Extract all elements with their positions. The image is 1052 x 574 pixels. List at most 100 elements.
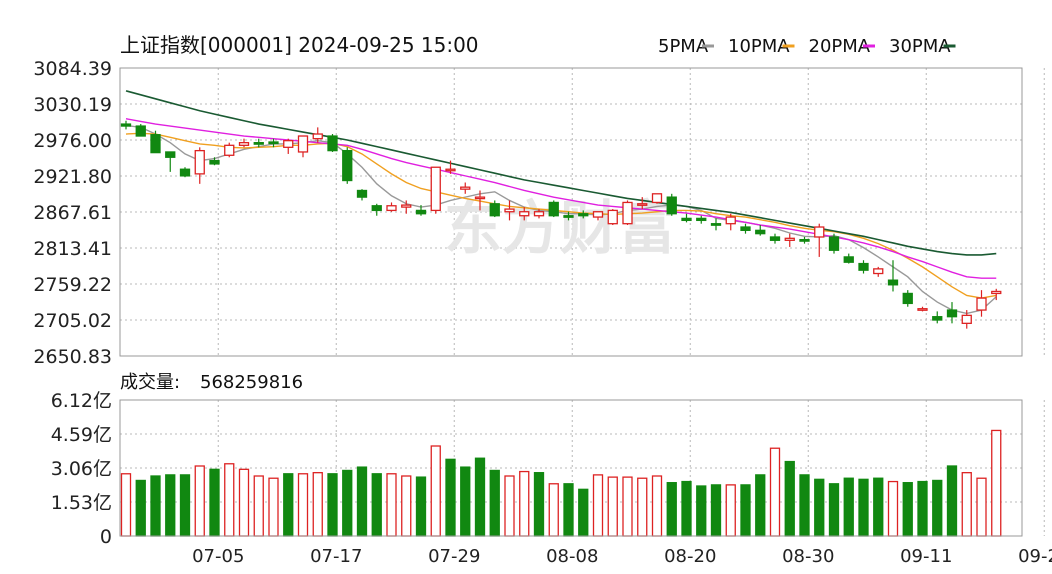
volume-bar <box>666 482 677 537</box>
volume-bar <box>607 476 618 537</box>
volume-bar <box>135 479 146 537</box>
candle-body <box>725 216 736 225</box>
candle-body <box>120 123 132 127</box>
date-axis: 07-05 07-17 07-29 08-08 08-20 08-30 09-11 09-25 <box>192 546 1052 567</box>
candle-body <box>651 193 663 204</box>
candle-body <box>504 208 515 213</box>
candle-body <box>238 142 250 146</box>
price-tick-label: 3084.39 <box>33 58 112 80</box>
candle-body <box>902 292 913 305</box>
volume-bar <box>533 472 545 537</box>
candle-body <box>415 209 427 215</box>
legend-label-2: 20PMA <box>809 36 871 57</box>
volume-tick-label: 1.53亿 <box>51 492 112 514</box>
candle-body <box>769 236 781 241</box>
candle-body <box>445 168 456 172</box>
date-tick-label: 07-29 <box>428 546 480 567</box>
price-tick-label: 2759.22 <box>33 274 112 296</box>
volume-bar <box>194 465 205 537</box>
candle-body <box>474 196 486 200</box>
price-panel-frame <box>119 67 1023 357</box>
candle-body <box>784 237 795 241</box>
volume-bar <box>651 475 663 537</box>
volume-bar <box>799 474 810 537</box>
volume-bar <box>489 469 500 537</box>
candle-body <box>253 142 264 145</box>
volume-bar <box>253 475 264 537</box>
candlesticks <box>120 120 1002 329</box>
volume-bar <box>784 460 795 537</box>
volume-bar <box>563 483 574 537</box>
volume-bar <box>460 466 471 537</box>
candle-body <box>622 201 633 225</box>
price-tick-label: 2921.80 <box>33 166 112 188</box>
volume-bar <box>386 473 397 537</box>
volume-bar <box>681 480 692 537</box>
chart-title: 上证指数[000001] 2024-09-25 15:00 <box>120 33 479 57</box>
volume-bar <box>297 473 309 537</box>
candle-body <box>179 168 191 177</box>
volume-bar <box>740 484 751 537</box>
candle-body <box>946 309 958 318</box>
price-tick-label: 2813.41 <box>33 238 112 260</box>
candle-body <box>710 223 722 226</box>
volume-bar <box>371 473 382 537</box>
candle-body <box>356 189 368 198</box>
candle-body <box>489 203 500 217</box>
volume-bar <box>814 478 825 537</box>
candle-body <box>342 149 353 182</box>
volume-y-axis: 6.12亿 4.59亿 3.06亿 1.53亿 0 <box>51 390 112 548</box>
volume-bar <box>578 488 589 537</box>
candle-body <box>297 135 309 153</box>
volume-bar <box>238 468 250 537</box>
volume-bar <box>592 474 604 537</box>
volume-tick-label: 4.59亿 <box>51 424 112 446</box>
volume-bar <box>828 483 840 537</box>
volume-bar <box>858 478 869 537</box>
candle-body <box>194 149 205 175</box>
volume-bar <box>268 477 279 537</box>
volume-tick-label: 6.12亿 <box>51 390 112 412</box>
ma-line-5PMA <box>125 124 997 315</box>
volume-bar <box>342 469 353 537</box>
volume-bar <box>165 474 176 537</box>
candle-body <box>209 159 220 165</box>
volume-bar <box>710 484 722 537</box>
volume-bar <box>637 477 648 537</box>
candle-body <box>666 196 677 215</box>
volume-bar <box>932 479 943 537</box>
date-tick-label: 07-17 <box>310 546 362 567</box>
volume-tick-label: 3.06亿 <box>51 458 112 480</box>
candle-body <box>828 236 840 251</box>
candle-body <box>430 166 441 212</box>
date-tick-label: 09-25 <box>1018 546 1052 567</box>
candle-body <box>681 217 692 222</box>
volume-bar <box>902 482 913 537</box>
candle-body <box>371 205 382 212</box>
volume-bar <box>445 458 456 537</box>
candle-body <box>578 213 589 217</box>
date-tick-label: 08-08 <box>546 546 598 567</box>
candle-body <box>858 262 869 271</box>
candle-body <box>607 209 618 225</box>
volume-bar <box>150 475 161 537</box>
candle-body <box>224 144 235 156</box>
volume-label: 成交量: <box>120 372 180 393</box>
volume-bar <box>504 475 515 537</box>
price-tick-label: 2650.83 <box>33 346 112 368</box>
volume-bar <box>179 474 191 537</box>
volume-bar <box>755 474 766 537</box>
candle-body <box>696 217 707 222</box>
candle-body <box>283 140 294 148</box>
candle-body <box>932 316 943 321</box>
volume-bar <box>474 457 486 537</box>
candle-body <box>755 229 766 235</box>
candle-body <box>327 135 338 152</box>
volume-bar <box>991 429 1002 537</box>
candle-body <box>799 238 810 242</box>
candle-body <box>165 151 176 158</box>
volume-bar <box>873 477 884 537</box>
candle-body <box>814 226 825 238</box>
volume-bar <box>209 468 220 537</box>
volume-bar <box>224 463 235 537</box>
